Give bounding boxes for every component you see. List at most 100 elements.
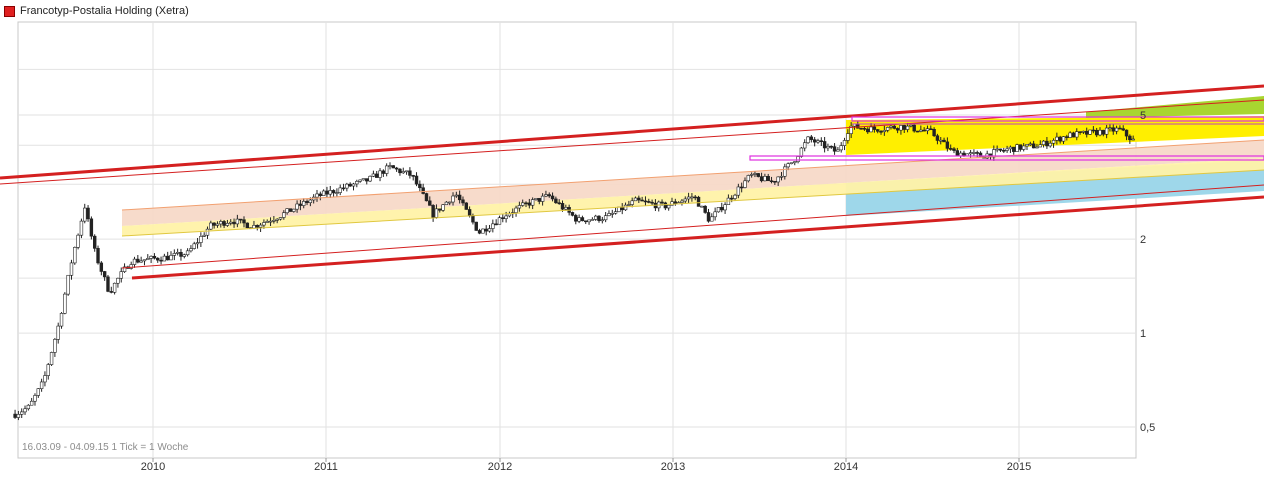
candle-down bbox=[106, 276, 110, 292]
candle-up bbox=[116, 277, 120, 284]
candle-up bbox=[793, 161, 797, 164]
candle-up bbox=[175, 251, 180, 254]
candle-up bbox=[142, 259, 147, 262]
candle-up bbox=[404, 170, 409, 173]
candle-up bbox=[686, 196, 691, 200]
candles bbox=[13, 120, 1135, 421]
candle-up bbox=[441, 204, 445, 211]
candle-up bbox=[122, 266, 127, 272]
candle-up bbox=[630, 200, 634, 205]
candle-up bbox=[806, 136, 810, 144]
candle-down bbox=[720, 207, 724, 211]
candle-down bbox=[856, 123, 860, 129]
candle-up bbox=[587, 219, 591, 223]
candle-up bbox=[292, 208, 296, 212]
candle-up bbox=[849, 125, 853, 134]
candle-down bbox=[640, 199, 644, 202]
candle-up bbox=[803, 142, 807, 149]
candle-up bbox=[66, 274, 70, 295]
candle-up bbox=[899, 125, 903, 131]
candle-down bbox=[464, 202, 468, 210]
candle-up bbox=[610, 212, 614, 215]
candle-down bbox=[381, 170, 386, 174]
candle-down bbox=[892, 125, 896, 129]
candle-down bbox=[341, 187, 346, 190]
candle-up bbox=[302, 201, 306, 206]
candle-up bbox=[839, 145, 843, 151]
candle-down bbox=[693, 196, 697, 199]
x-tick-label: 2011 bbox=[314, 461, 338, 473]
candle-down bbox=[477, 230, 482, 234]
candle-down bbox=[242, 219, 246, 224]
candle-down bbox=[414, 175, 419, 185]
candle-down bbox=[902, 125, 906, 130]
candle-down bbox=[998, 148, 1003, 151]
candle-up bbox=[776, 176, 780, 183]
candle-up bbox=[590, 219, 595, 221]
candle-up bbox=[23, 408, 27, 413]
candle-up bbox=[378, 170, 382, 178]
candle-up bbox=[882, 129, 887, 132]
candle-down bbox=[912, 124, 916, 132]
candle-up bbox=[909, 124, 913, 127]
candle-up bbox=[1104, 127, 1109, 135]
x-tick-label: 2013 bbox=[661, 461, 685, 473]
candle-up bbox=[315, 193, 319, 198]
channel-line-yellow bbox=[121, 169, 1264, 237]
candle-down bbox=[96, 248, 100, 264]
candle-up bbox=[1068, 132, 1072, 138]
candle-up bbox=[613, 211, 618, 214]
legend-swatch bbox=[4, 5, 15, 17]
candle-down bbox=[1091, 129, 1096, 132]
candle-down bbox=[494, 223, 498, 226]
candle-up bbox=[338, 187, 342, 193]
candle-up bbox=[162, 255, 167, 262]
candle-up bbox=[1025, 144, 1029, 147]
candle-down bbox=[975, 152, 979, 154]
candle-down bbox=[1058, 136, 1062, 142]
x-tick-label: 2012 bbox=[488, 461, 512, 473]
candle-up bbox=[308, 199, 313, 203]
candle-up bbox=[1131, 138, 1135, 141]
trend-line-lower bbox=[131, 195, 1264, 280]
candle-up bbox=[454, 194, 459, 197]
y-tick-label: 2 bbox=[1140, 234, 1146, 246]
candle-up bbox=[345, 183, 349, 189]
candle-down bbox=[421, 187, 425, 194]
candle-up bbox=[76, 234, 80, 248]
candle-up bbox=[272, 220, 276, 222]
candle-down bbox=[756, 173, 760, 177]
candle-up bbox=[29, 400, 34, 406]
candle-up bbox=[700, 205, 704, 208]
candle-down bbox=[408, 170, 412, 176]
candle-up bbox=[690, 196, 694, 199]
candle-down bbox=[872, 126, 877, 130]
candle-up bbox=[1108, 127, 1112, 130]
candle-up bbox=[564, 207, 568, 210]
candle-up bbox=[1035, 146, 1039, 149]
candle-down bbox=[394, 167, 399, 170]
candle-up bbox=[371, 173, 376, 177]
candle-up bbox=[229, 221, 233, 224]
candle-up bbox=[16, 414, 21, 418]
candle-up bbox=[368, 175, 372, 182]
candle-up bbox=[132, 258, 137, 265]
candle-down bbox=[1065, 136, 1069, 138]
candle-down bbox=[325, 190, 329, 195]
candle-down bbox=[524, 202, 528, 205]
candle-down bbox=[580, 217, 585, 222]
candle-up bbox=[361, 178, 366, 181]
candle-up bbox=[448, 201, 452, 204]
candle-down bbox=[557, 202, 561, 205]
candle-up bbox=[129, 264, 133, 269]
candle-down bbox=[643, 200, 648, 203]
candle-down bbox=[1071, 132, 1076, 138]
candle-up bbox=[268, 220, 273, 223]
candle-down bbox=[955, 150, 960, 157]
candle-up bbox=[26, 404, 31, 410]
candle-down bbox=[431, 205, 435, 218]
candle-up bbox=[1088, 129, 1092, 135]
candle-up bbox=[169, 255, 173, 261]
candle-down bbox=[945, 141, 950, 149]
candle-up bbox=[593, 215, 598, 220]
